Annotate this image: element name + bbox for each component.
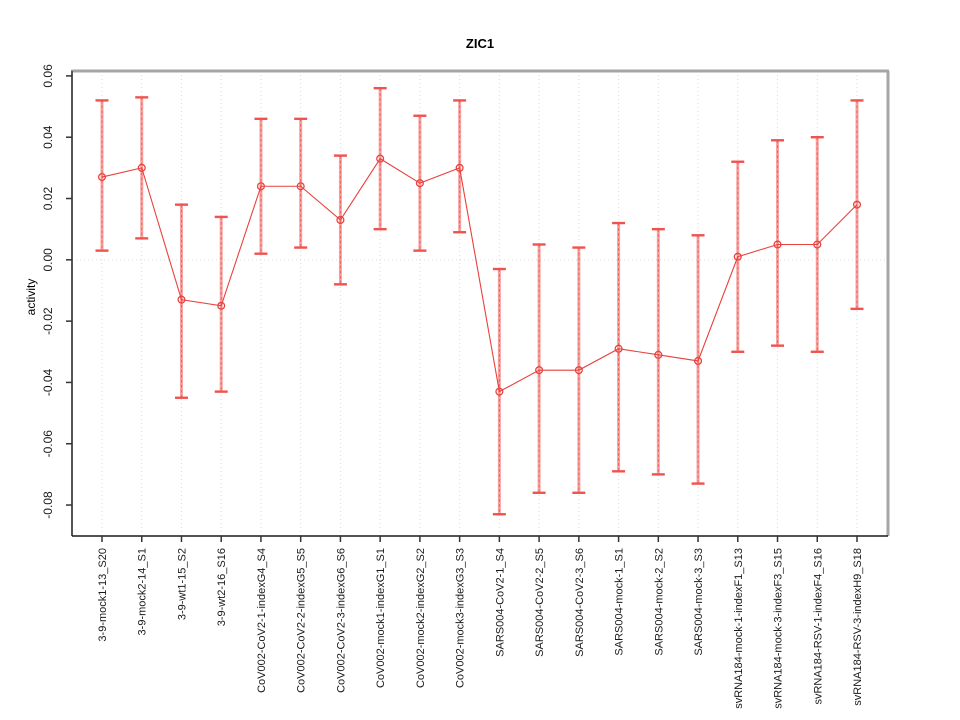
y-axis: 0.06 0.04 0.02 0.00 -0.02 -0.04 -0.06 -0.08 bbox=[41, 64, 72, 519]
data-point bbox=[694, 356, 703, 366]
data-point bbox=[733, 252, 742, 261]
data-point bbox=[376, 154, 385, 163]
data-point bbox=[415, 179, 424, 188]
y-tick-label: 0.04 bbox=[41, 125, 55, 149]
x-category-label: 3-9-mock1-13_S20 bbox=[97, 548, 109, 642]
y-tick-label: -0.06 bbox=[41, 430, 55, 458]
data-point bbox=[217, 301, 226, 310]
gridlines bbox=[72, 71, 888, 536]
x-category-label: 3-9-mock2-14_S1 bbox=[137, 548, 149, 635]
data-point bbox=[177, 295, 186, 304]
data-point bbox=[256, 182, 265, 191]
data-point bbox=[336, 215, 345, 225]
data-point bbox=[495, 387, 504, 396]
x-category-label: SARS004-mock-3_S3 bbox=[693, 548, 705, 656]
x-category-label: svRNA184-RSV-3-indexH9_S18 bbox=[852, 548, 864, 706]
y-tick-label: -0.04 bbox=[41, 368, 55, 396]
data-point bbox=[773, 240, 782, 249]
x-category-label: CoV002-CoV2-3-indexG6_S6 bbox=[335, 548, 347, 693]
y-tick-label: -0.02 bbox=[41, 307, 55, 335]
data-point bbox=[654, 350, 663, 359]
data-points bbox=[97, 154, 862, 396]
data-point bbox=[574, 366, 583, 375]
data-point bbox=[535, 366, 544, 375]
x-category-label: SARS004-CoV2-3_S6 bbox=[574, 548, 586, 657]
error-bars bbox=[95, 86, 864, 516]
x-category-label: CoV002-mock3-indexG3_S3 bbox=[455, 548, 467, 688]
x-category-label: SARS004-mock-2_S2 bbox=[653, 548, 665, 656]
data-line bbox=[101, 157, 858, 393]
y-tick-label: 0.02 bbox=[41, 187, 55, 211]
x-category-label: svRNA184-mock-3-indexF3_S15 bbox=[773, 548, 785, 709]
x-category-label: CoV002-mock2-indexG2_S2 bbox=[415, 548, 427, 688]
data-point bbox=[97, 173, 107, 182]
y-tick-label: 0.00 bbox=[41, 248, 55, 272]
data-point bbox=[296, 182, 305, 191]
data-point bbox=[852, 200, 862, 209]
chart-title: ZIC1 bbox=[465, 36, 495, 51]
data-point bbox=[137, 163, 146, 172]
x-category-label: 3-9-wt2-16_S16 bbox=[216, 548, 228, 626]
x-category-label: svRNA184-mock-1-indexF1_S13 bbox=[733, 548, 745, 709]
plot-frame bbox=[71, 69, 890, 537]
y-tick-label: -0.08 bbox=[41, 491, 55, 519]
x-category-label: svRNA184-RSV-1-indexF4_S16 bbox=[812, 548, 824, 705]
x-category-label: CoV002-CoV2-2-indexG5_S5 bbox=[296, 548, 308, 693]
data-point bbox=[614, 344, 623, 353]
x-category-label: SARS004-CoV2-1_S4 bbox=[494, 548, 506, 657]
data-point bbox=[813, 240, 822, 249]
data-point bbox=[455, 163, 464, 172]
x-category-label: CoV002-mock1-indexG1_S1 bbox=[375, 548, 387, 688]
x-axis: 3-9-mock1-13_S20 3-9-mock2-14_S1 3-9-wt1-1… bbox=[97, 536, 864, 709]
x-category-label: SARS004-CoV2-2_S5 bbox=[534, 548, 546, 657]
x-category-label: CoV002-CoV2-1-indexG4_S4 bbox=[256, 548, 268, 693]
x-category-label: SARS004-mock-1_S1 bbox=[614, 548, 626, 656]
x-category-label: 3-9-wt1-15_S2 bbox=[176, 548, 188, 620]
y-tick-label: 0.06 bbox=[41, 64, 55, 88]
